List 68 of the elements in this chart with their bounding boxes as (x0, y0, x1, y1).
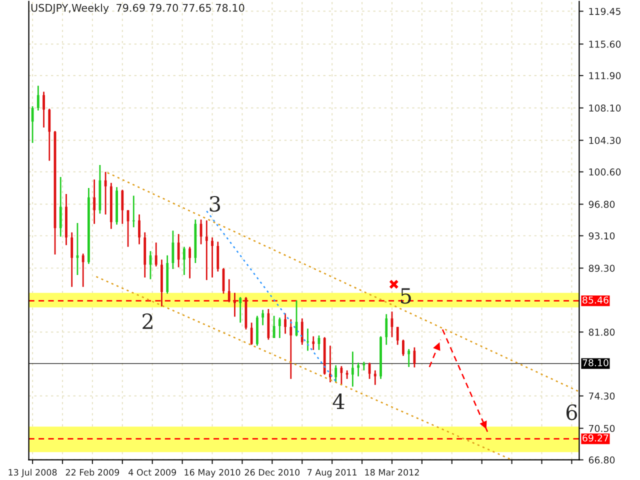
candlestick (59, 176, 62, 238)
candlestick (104, 171, 107, 216)
candlestick (36, 85, 40, 112)
annotation: 3 (210, 196, 220, 212)
annotation: 5 (401, 288, 411, 304)
y-tick-label: 108.10 (589, 104, 621, 112)
candlestick (250, 322, 253, 346)
candlestick (334, 364, 338, 383)
y-tick-label: 100.60 (589, 168, 621, 176)
y-tick-label: 74.30 (589, 392, 615, 400)
candlestick (182, 246, 186, 276)
candlestick (42, 91, 45, 128)
chart-title: USDJPY,Weekly 79.69 79.70 77.65 78.10 (31, 4, 244, 14)
x-tick-label: 22 Feb 2009 (66, 468, 120, 476)
candlestick (312, 336, 315, 351)
candlestick (205, 220, 208, 281)
candlestick (234, 292, 236, 318)
x-tick-label: 16 May 2010 (184, 469, 240, 478)
candlestick (82, 252, 84, 288)
y-tick-label: 119.45 (589, 8, 620, 15)
candlestick (351, 350, 354, 388)
candlestick (278, 316, 281, 339)
annotation: 6 (566, 404, 578, 420)
candlestick (357, 362, 360, 378)
candlestick (216, 241, 220, 272)
candlestick (374, 370, 376, 386)
x-tick-label: 7 Aug 2011 (308, 469, 357, 478)
x-tick-label: 18 Mar 2012 (365, 469, 419, 476)
candlestick (239, 296, 242, 324)
candlestick (228, 278, 230, 303)
candlestick (93, 178, 96, 225)
candlestick (396, 326, 399, 346)
y-tick-label: 81.80 (588, 328, 615, 336)
y-tick-label: 89.30 (588, 264, 615, 272)
y-tick-label: 70.50 (589, 424, 615, 432)
candlestick (300, 318, 304, 346)
candlestick (211, 236, 214, 278)
ref-line-label: 78.10 (582, 359, 608, 366)
y-tick-label: 104.30 (589, 136, 621, 144)
candlestick (48, 108, 51, 162)
candlestick (154, 242, 158, 268)
y-tick-label: 93.10 (588, 232, 615, 240)
candlestick (402, 339, 404, 357)
candlestick (306, 328, 309, 352)
y-tick-label: 111.90 (589, 72, 621, 80)
candlestick (132, 195, 135, 228)
candlestick (138, 214, 140, 245)
candlestick (262, 309, 264, 326)
candlestick (121, 189, 124, 225)
y-tick-label: 96.80 (588, 200, 615, 208)
candlestick (340, 365, 343, 386)
candlestick (172, 230, 174, 270)
candlestick (290, 318, 292, 380)
y-tick-label: 66.80 (588, 456, 615, 464)
ref-line-label: 85.46 (582, 296, 608, 304)
candlestick (70, 232, 74, 288)
candlestick (408, 348, 410, 368)
annotation: 2 (142, 313, 152, 329)
x-tick-label: 26 Dec 2010 (244, 469, 300, 476)
candlestick (188, 246, 192, 280)
ref-line-label: 69.27 (582, 434, 608, 442)
candlestick (284, 312, 286, 334)
x-tick-label: 13 Jul 2008 (8, 468, 57, 478)
x-tick-label: 4 Oct 2009 (128, 469, 176, 476)
candlestick (177, 233, 180, 268)
annotation: 4 (332, 394, 344, 409)
y-tick-label: 115.60 (589, 40, 621, 48)
candlestick (385, 313, 388, 346)
